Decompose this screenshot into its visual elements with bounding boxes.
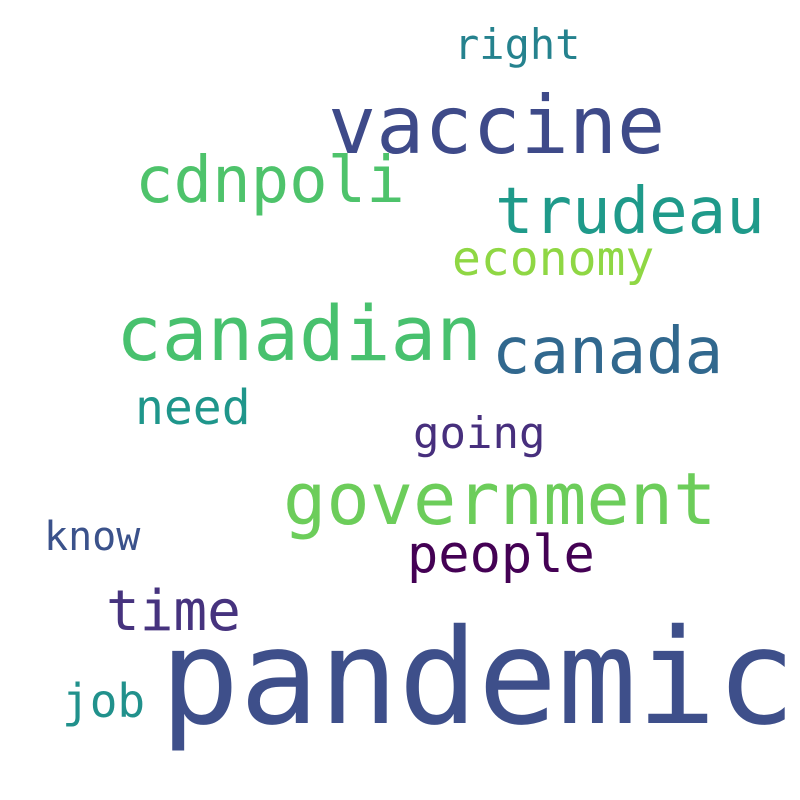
word-economy: economy [452,231,655,287]
word-job: job [62,674,146,728]
word-canada: canada [492,315,724,389]
word-vaccine: vaccine [328,79,666,172]
word-time: time [106,579,241,644]
word-trudeau: trudeau [495,175,765,249]
word-know: know [44,514,141,560]
word-pandemic: pandemic [160,601,796,755]
word-going: going [413,408,546,459]
word-government: government [283,457,717,541]
word-people: people [407,525,595,585]
word-cdnpoli: cdnpoli [135,144,405,218]
word-need: need [135,380,251,436]
word-right: right [454,20,581,69]
word-canadian: canadian [116,289,483,378]
